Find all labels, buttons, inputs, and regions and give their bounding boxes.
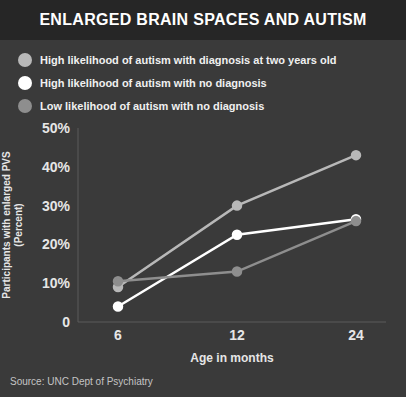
- svg-text:12: 12: [229, 327, 245, 343]
- svg-text:30%: 30%: [42, 198, 71, 214]
- svg-text:24: 24: [348, 327, 364, 343]
- svg-text:0: 0: [62, 314, 70, 330]
- svg-text:50%: 50%: [42, 120, 71, 136]
- svg-text:10%: 10%: [42, 275, 71, 291]
- svg-text:40%: 40%: [42, 159, 71, 175]
- svg-text:20%: 20%: [42, 236, 71, 252]
- svg-text:6: 6: [114, 327, 122, 343]
- html-text:ENLARGED BRAIN SPACES AND AUTI: ENLARGED BRAIN SPACES AND AUTISM: [39, 11, 367, 28]
- html-text:High likelihood of autism with: High likelihood of autism with no diagno…: [40, 76, 267, 89]
- svg-text:Age in months: Age in months: [190, 351, 274, 365]
- html-text:Low likelihood of autism with: Low likelihood of autism with no diagnos…: [40, 99, 265, 112]
- svg-text:Participants with enlarged PVS: Participants with enlarged PVS(Percent): [1, 151, 24, 299]
- html-text:High likelihood of autism with: High likelihood of autism with diagnosis…: [40, 53, 337, 66]
- html-text:Source: UNC Dept of Psychiatry: Source: UNC Dept of Psychiatry: [10, 376, 153, 387]
